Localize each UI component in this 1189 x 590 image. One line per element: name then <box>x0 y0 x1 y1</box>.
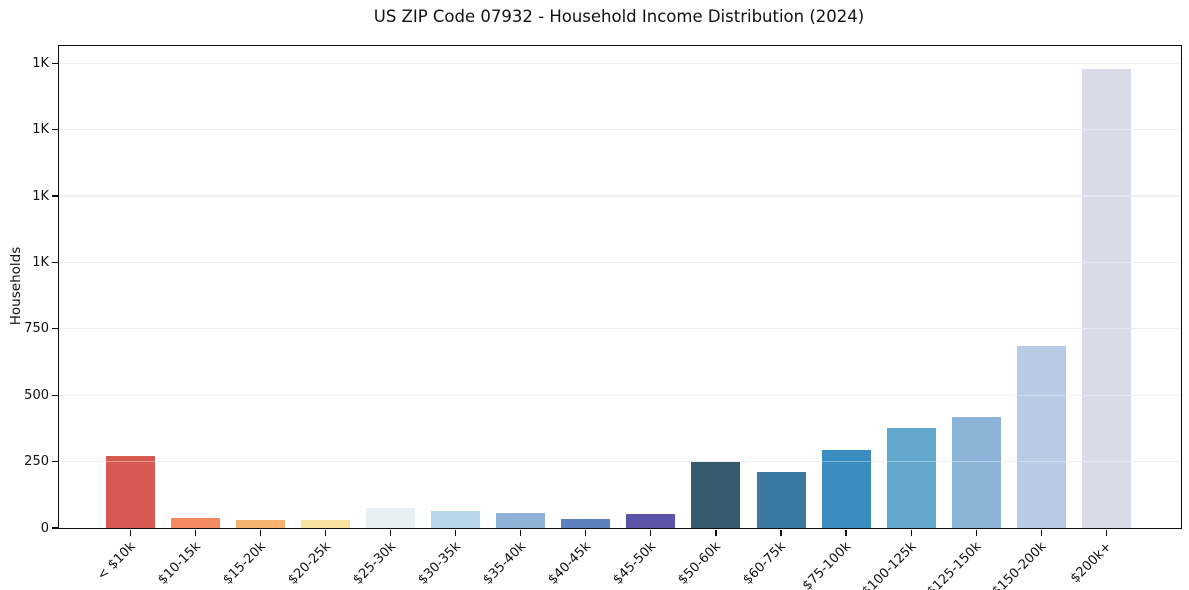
bar <box>105 455 155 528</box>
y-tick-mark <box>52 460 58 463</box>
gridline-overlay <box>59 394 1181 396</box>
x-tick-label: $75-100k <box>800 539 855 590</box>
bar <box>951 416 1001 528</box>
plot-area: 0 250 500 750 1K 1K 1K 1K < $10k $10-15k $15-20k $2… <box>24 45 1182 590</box>
y-tick-label: 500 <box>24 387 49 403</box>
y-tick-label: 250 <box>24 454 49 470</box>
x-tick-label: $125-150k <box>924 539 985 590</box>
x-tick-mark <box>1040 530 1042 536</box>
x-tick-mark <box>454 530 457 536</box>
bar <box>1016 346 1066 528</box>
x-tick-mark <box>389 530 392 536</box>
y-tick-label: 0 <box>40 520 49 536</box>
x-tick-label: $30-35k <box>415 539 464 588</box>
x-tick-label: $60-75k <box>740 539 790 588</box>
gridline-overlay <box>59 461 1181 463</box>
y-tick-mark <box>52 261 58 264</box>
gridline-overlay <box>59 129 1181 131</box>
x-tick-mark <box>324 530 327 536</box>
gridline <box>59 195 1181 197</box>
y-tick-mark <box>52 394 58 396</box>
x-tick-label: $20-25k <box>285 539 334 588</box>
x-tick-mark <box>585 530 587 536</box>
bar <box>1081 69 1131 528</box>
gridline-overlay <box>59 195 1181 197</box>
bar <box>300 520 350 528</box>
y-tick-mark <box>52 195 58 197</box>
y-tick-mark <box>52 527 58 529</box>
x-tick-mark <box>975 530 977 536</box>
gridline <box>59 62 1181 64</box>
gridline <box>59 394 1181 396</box>
x-tick-mark <box>259 530 261 536</box>
x-tick-mark <box>910 530 912 536</box>
bar <box>561 519 611 528</box>
x-tick-mark <box>780 530 782 536</box>
x-tick-label: $40-45k <box>545 539 595 588</box>
x-tick-label: $25-30k <box>350 539 399 588</box>
y-tick-label: 750 <box>24 321 49 337</box>
x-tick-label: $200k+ <box>1067 539 1115 587</box>
gridline <box>59 129 1181 131</box>
x-tick-mark <box>1105 530 1108 536</box>
x-tick-mark <box>715 530 717 536</box>
x-tick-mark <box>650 530 652 536</box>
bar <box>886 427 936 528</box>
x-tick-label: < $10k <box>94 539 139 584</box>
bar <box>691 462 741 528</box>
x-tick-mark <box>194 530 196 536</box>
x-tick-label: $10-15k <box>155 539 204 588</box>
bar <box>626 513 676 528</box>
x-tick-label: $15-20k <box>220 539 269 588</box>
x-tick-label: $100-125k <box>859 539 920 590</box>
bar <box>496 512 546 528</box>
x-tick-label: $150-200k <box>989 539 1050 590</box>
y-tick-label: 1K <box>32 188 49 204</box>
bar <box>170 518 220 528</box>
x-tick-mark <box>520 530 522 536</box>
y-tick-label: 1K <box>32 254 49 270</box>
x-tick-label: $45-50k <box>610 539 660 588</box>
gridline-overlay <box>59 261 1181 263</box>
x-tick-label: $35-40k <box>480 539 529 588</box>
gridline <box>59 461 1181 463</box>
x-tick-mark <box>845 530 847 536</box>
bar <box>431 510 481 528</box>
bar <box>756 472 806 528</box>
bar <box>821 449 871 528</box>
x-tick-label: $50-60k <box>675 539 725 588</box>
y-tick-mark <box>52 62 58 64</box>
gridline <box>59 261 1181 263</box>
y-tick-label: 1K <box>32 55 49 71</box>
gridline-overlay <box>59 62 1181 64</box>
chart-title: US ZIP Code 07932 - Household Income Dis… <box>373 7 865 26</box>
y-tick-mark <box>52 328 58 330</box>
gridline-overlay <box>59 328 1181 330</box>
x-tick-mark <box>129 530 131 536</box>
y-tick-label: 1K <box>32 122 49 138</box>
bar <box>366 507 416 528</box>
y-tick-mark <box>52 129 58 131</box>
gridline <box>59 328 1181 330</box>
bar <box>235 519 285 528</box>
